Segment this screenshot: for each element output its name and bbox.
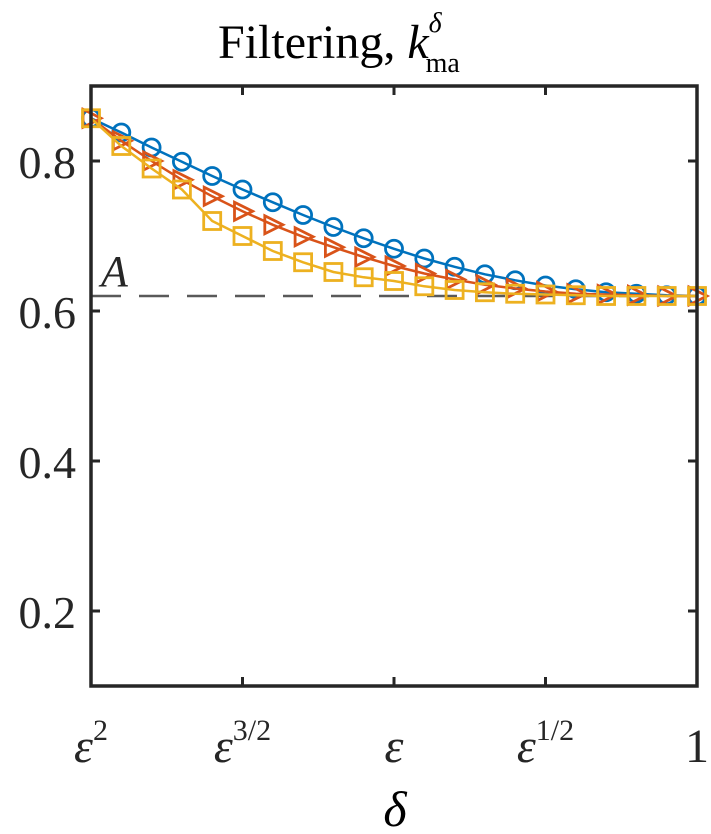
data-point-triangle bbox=[323, 235, 347, 259]
data-point-triangle bbox=[445, 268, 468, 291]
data-point-square bbox=[596, 286, 616, 306]
data-point-square bbox=[111, 136, 132, 156]
y-tick-label: 0.8 bbox=[19, 137, 77, 188]
data-point-circle bbox=[262, 192, 283, 213]
data-point-circle bbox=[202, 166, 223, 186]
chart-title-subscript: ma bbox=[426, 48, 461, 79]
data-point-square bbox=[565, 285, 586, 306]
data-point-circle bbox=[232, 179, 253, 200]
data-point-circle bbox=[293, 205, 314, 225]
series-circle bbox=[81, 108, 707, 306]
data-point-triangle bbox=[293, 225, 317, 249]
y-tick-label: 0.4 bbox=[19, 437, 77, 488]
y-tick-label: 0.2 bbox=[19, 587, 77, 638]
x-axis-label: δ bbox=[383, 781, 407, 834]
data-point-circle bbox=[323, 217, 344, 237]
data-point-square bbox=[232, 226, 253, 246]
chart-title-symbol: k bbox=[407, 16, 430, 69]
data-point-triangle bbox=[354, 245, 377, 269]
data-point-triangle bbox=[233, 199, 256, 223]
data-point-square bbox=[353, 267, 374, 288]
data-point-circle bbox=[353, 228, 374, 249]
series-triangle-right bbox=[81, 106, 711, 308]
data-point-square bbox=[384, 271, 404, 291]
x-tick-label: ε3/2 bbox=[214, 714, 271, 773]
data-point-square bbox=[535, 284, 556, 305]
reference-line-label: A bbox=[98, 247, 129, 296]
x-tick-label: 1 bbox=[685, 720, 709, 773]
x-tick-label: ε1/2 bbox=[517, 714, 574, 773]
data-point-square bbox=[293, 252, 314, 273]
chart-title-superscript: δ bbox=[429, 8, 443, 39]
series-layer bbox=[81, 106, 711, 308]
data-point-square bbox=[262, 241, 283, 261]
data-point-triangle bbox=[384, 254, 408, 278]
data-point-square bbox=[474, 282, 495, 303]
data-point-square bbox=[323, 262, 344, 282]
series-line bbox=[90, 117, 698, 298]
series-square bbox=[81, 108, 707, 306]
data-point-square bbox=[505, 283, 526, 304]
data-point-square bbox=[414, 276, 435, 297]
data-point-circle bbox=[384, 238, 404, 259]
data-point-circle bbox=[171, 151, 192, 172]
data-point-square bbox=[656, 286, 677, 306]
tick-layer: 0.2 0.4 0.6 0.8 ε2 ε3/2 ε ε1/2 1 bbox=[19, 86, 709, 773]
data-point-square bbox=[141, 158, 162, 179]
data-point-square bbox=[171, 179, 192, 200]
x-tick-label: ε2 bbox=[74, 714, 108, 773]
data-point-triangle bbox=[263, 213, 286, 237]
chart-title-text: Filtering, bbox=[218, 16, 407, 69]
series-line bbox=[90, 117, 697, 298]
chart-title: Filtering, kδ ma bbox=[218, 8, 460, 79]
data-point-square bbox=[444, 280, 465, 300]
data-point-square bbox=[202, 211, 223, 231]
series-line bbox=[90, 117, 697, 298]
x-tick-label: ε bbox=[385, 720, 404, 773]
data-point-square bbox=[626, 286, 647, 306]
y-tick-label: 0.6 bbox=[19, 287, 77, 338]
data-point-triangle bbox=[202, 184, 226, 208]
